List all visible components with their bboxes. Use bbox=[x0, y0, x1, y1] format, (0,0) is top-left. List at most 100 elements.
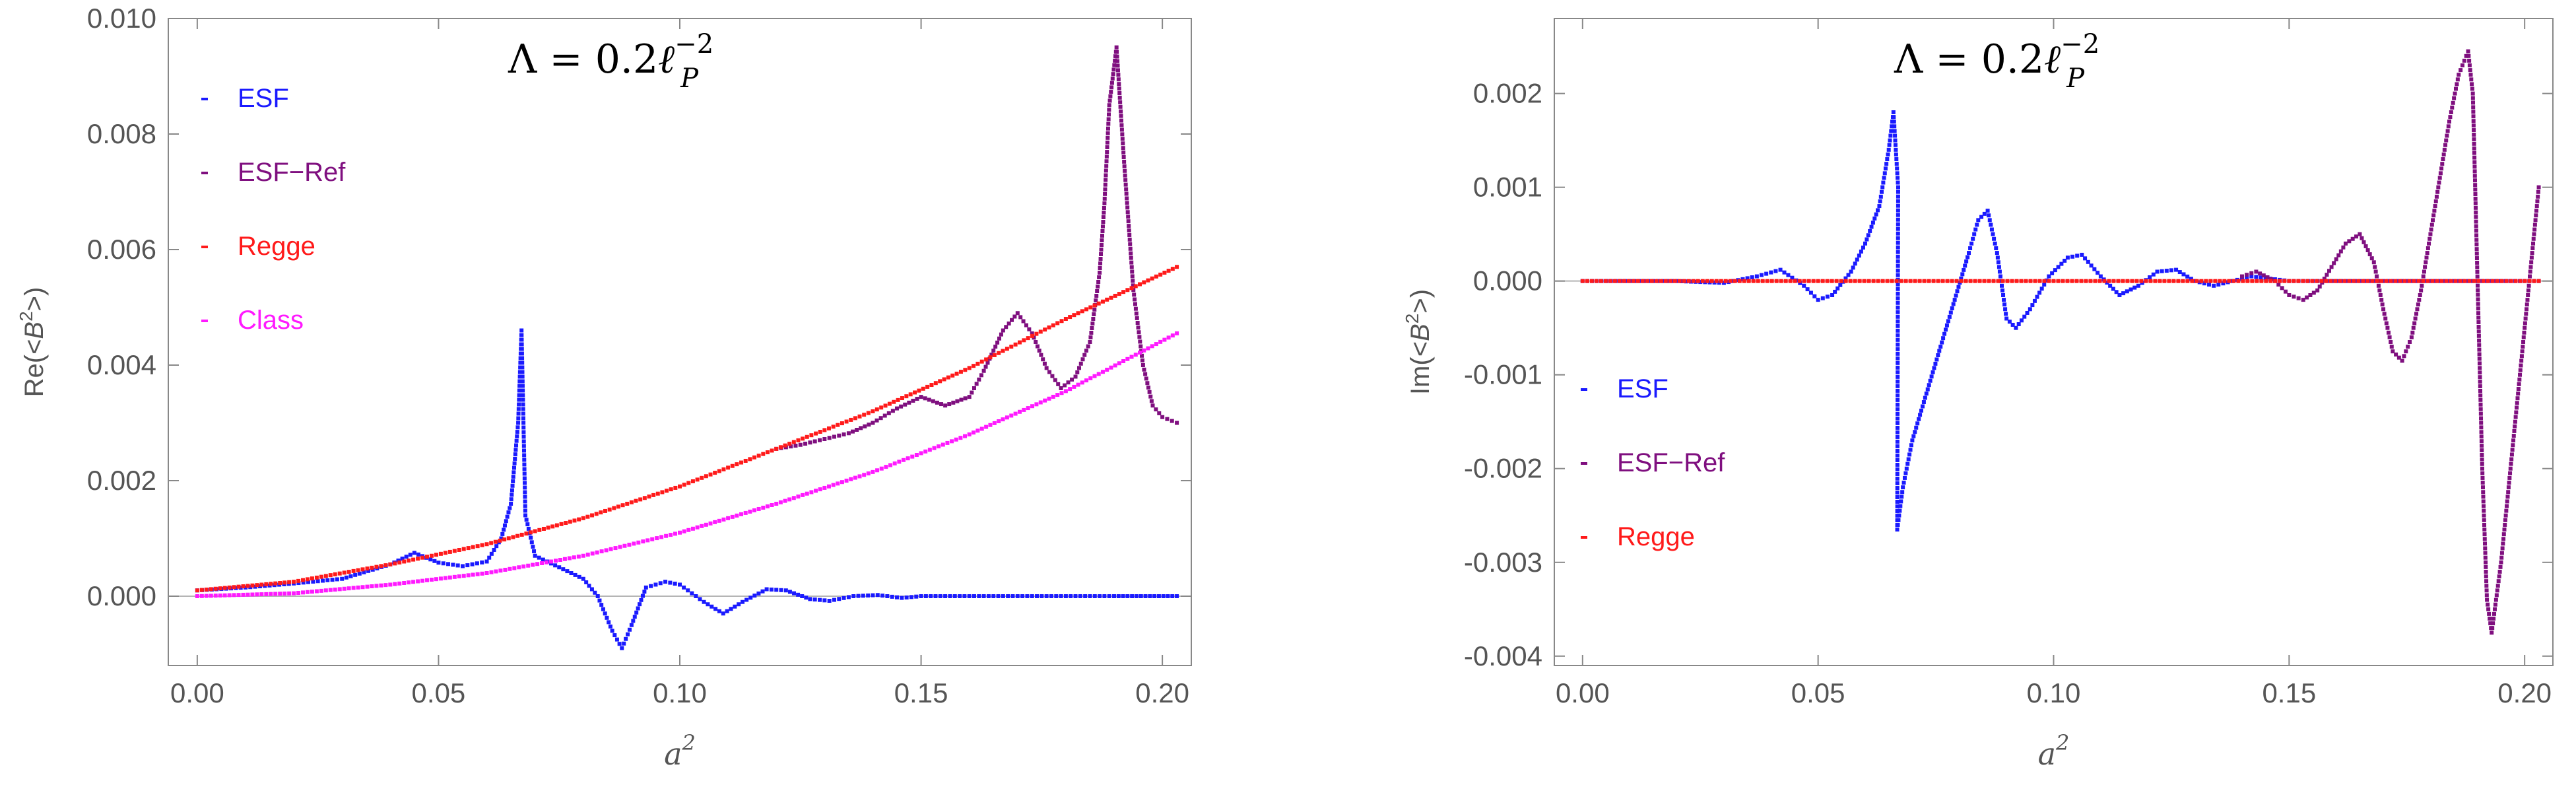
data-point bbox=[1778, 267, 1783, 272]
data-point bbox=[2479, 434, 2484, 439]
data-point bbox=[370, 565, 374, 570]
data-point bbox=[620, 503, 625, 508]
data-point bbox=[1896, 328, 1900, 333]
data-point bbox=[521, 411, 525, 416]
data-point bbox=[1919, 408, 1924, 413]
data-point bbox=[1896, 370, 1900, 374]
data-point bbox=[521, 430, 526, 434]
data-point bbox=[1142, 348, 1146, 353]
data-point bbox=[836, 423, 840, 427]
data-point bbox=[1068, 387, 1073, 392]
data-point bbox=[2426, 246, 2430, 250]
data-point bbox=[812, 439, 817, 444]
data-point bbox=[946, 375, 950, 380]
data-point bbox=[1756, 279, 1760, 283]
data-point bbox=[2370, 279, 2375, 283]
data-point bbox=[2125, 279, 2130, 283]
data-point bbox=[2471, 105, 2476, 110]
data-point bbox=[631, 619, 636, 623]
data-point bbox=[2472, 155, 2477, 160]
data-point bbox=[761, 452, 766, 456]
data-point bbox=[947, 402, 952, 407]
data-point bbox=[2350, 236, 2355, 241]
data-point bbox=[875, 593, 880, 597]
data-point bbox=[2431, 218, 2435, 222]
data-point bbox=[1030, 333, 1035, 338]
data-point bbox=[1098, 261, 1103, 265]
data-point bbox=[287, 580, 292, 584]
data-point bbox=[2032, 298, 2037, 303]
data-point bbox=[729, 607, 733, 611]
data-point bbox=[1139, 344, 1143, 349]
data-point bbox=[404, 555, 409, 559]
data-point bbox=[2384, 279, 2389, 283]
data-point bbox=[1617, 279, 1622, 283]
data-point bbox=[931, 399, 935, 403]
legend-label: ESF−Ref bbox=[238, 158, 346, 187]
data-point bbox=[1880, 279, 1885, 283]
data-point bbox=[545, 560, 549, 564]
data-point bbox=[1580, 279, 1585, 283]
data-point bbox=[1009, 345, 1014, 349]
data-point bbox=[1147, 390, 1152, 394]
data-point bbox=[914, 594, 919, 599]
data-point bbox=[1117, 95, 1122, 100]
data-point bbox=[608, 624, 612, 629]
data-point bbox=[1853, 261, 1857, 266]
y-tick-label: -0.004 bbox=[1464, 640, 1542, 671]
data-point bbox=[465, 563, 470, 568]
data-point bbox=[498, 538, 502, 543]
data-point bbox=[1896, 250, 1900, 254]
data-point bbox=[2354, 234, 2359, 239]
data-point bbox=[1698, 280, 1703, 285]
data-point bbox=[2042, 283, 2047, 287]
data-point bbox=[1899, 495, 1904, 499]
data-point bbox=[2310, 279, 2315, 283]
data-point bbox=[1121, 594, 1125, 598]
data-point bbox=[1125, 210, 1130, 215]
data-point bbox=[627, 543, 632, 547]
data-point bbox=[770, 502, 774, 507]
data-point bbox=[1853, 279, 1857, 283]
data-point bbox=[2474, 256, 2479, 261]
data-point bbox=[1982, 279, 1987, 283]
data-point bbox=[2189, 277, 2193, 281]
data-point bbox=[1126, 215, 1131, 219]
data-point bbox=[991, 349, 996, 353]
data-point bbox=[1878, 199, 1882, 203]
data-point bbox=[1830, 279, 1834, 283]
data-point bbox=[2121, 291, 2126, 296]
data-point bbox=[511, 479, 515, 483]
data-point bbox=[1913, 430, 1917, 434]
data-point bbox=[2513, 419, 2517, 424]
data-point bbox=[1928, 378, 1932, 383]
data-point bbox=[2007, 320, 2012, 324]
data-point bbox=[1096, 372, 1101, 376]
data-point bbox=[416, 557, 420, 561]
data-point bbox=[607, 507, 612, 512]
y-tick-label: 0.008 bbox=[87, 118, 156, 149]
data-point bbox=[2483, 555, 2488, 560]
data-point bbox=[1745, 276, 1750, 281]
data-point bbox=[2413, 316, 2418, 321]
data-point bbox=[1895, 434, 1899, 439]
data-point bbox=[1920, 404, 1925, 409]
data-point bbox=[533, 553, 537, 558]
data-point bbox=[2518, 368, 2523, 372]
data-point bbox=[2245, 279, 2250, 283]
data-point bbox=[2501, 541, 2505, 546]
data-point bbox=[517, 379, 522, 384]
data-point bbox=[955, 399, 960, 403]
data-point bbox=[512, 465, 516, 470]
data-point bbox=[1103, 182, 1107, 187]
data-point bbox=[649, 584, 653, 588]
data-point bbox=[335, 577, 339, 582]
data-point bbox=[1154, 407, 1158, 412]
data-point bbox=[840, 480, 844, 485]
data-point bbox=[1985, 209, 1990, 213]
data-point bbox=[1034, 402, 1039, 407]
data-point bbox=[1892, 129, 1897, 133]
data-point bbox=[521, 407, 525, 411]
data-point bbox=[2114, 290, 2119, 294]
data-point bbox=[1686, 279, 1691, 283]
